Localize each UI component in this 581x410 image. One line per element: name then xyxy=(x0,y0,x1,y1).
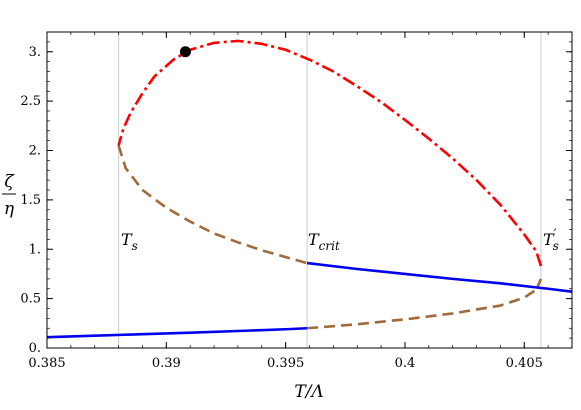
x-tick-label: 0.405 xyxy=(506,356,543,371)
x-axis-label: T/Λ xyxy=(294,382,323,402)
series-line-1-solid xyxy=(46,326,308,339)
y-tick-label: 2. xyxy=(29,144,41,159)
x-tick-label: 0.4 xyxy=(395,356,416,371)
x-tick-label: 0.385 xyxy=(28,356,65,371)
x-tick-label: 0.39 xyxy=(152,356,181,371)
y-axis-label: ζ η xyxy=(2,172,16,219)
x-axis-ticks: 0.385 0.39 0.395 0.4 0.405 xyxy=(28,32,573,371)
y-tick-label: 2.5 xyxy=(20,94,41,109)
y-tick-label: 0. xyxy=(29,341,41,356)
y-tick-label: 1. xyxy=(29,242,41,257)
series-line-4-dashed xyxy=(117,145,308,265)
marker-point-1 xyxy=(179,46,191,58)
y-tick-label: 3. xyxy=(29,45,41,60)
annotation-s-prime: T′ s xyxy=(543,227,559,253)
annotations: Ts Tcrit T′ s xyxy=(121,227,559,253)
y-axis-ticks: 0. 0.5 1. 1.5 2. 2.5 3. xyxy=(20,31,572,356)
series-line-2-dashed xyxy=(307,278,543,330)
x-tick-label: 0.395 xyxy=(267,356,304,371)
series-layer xyxy=(46,39,573,339)
y-tick-label: 1.5 xyxy=(20,193,41,208)
svg-text:η: η xyxy=(4,199,15,219)
markers-layer xyxy=(179,46,191,58)
series-line-3-solid xyxy=(306,261,573,294)
series-line-5-dashdot xyxy=(117,39,543,267)
annotation-crit: Tcrit xyxy=(308,230,340,253)
y-tick-label: 0.5 xyxy=(20,292,41,307)
vertical-reference-lines xyxy=(118,32,542,348)
annotation-s: Ts xyxy=(121,230,138,253)
svg-text:ζ: ζ xyxy=(4,172,15,192)
